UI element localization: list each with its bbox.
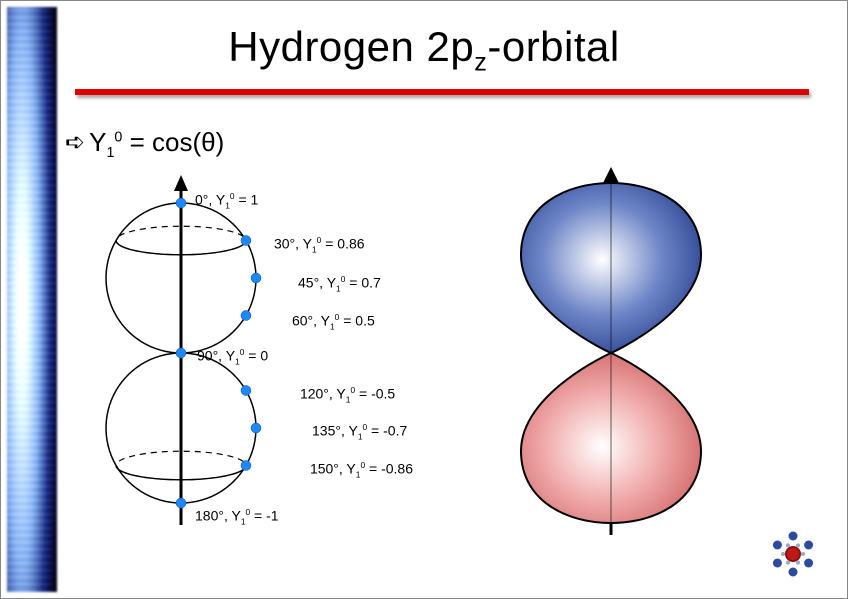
polar-sample-label: 0°, Y10 = 1: [195, 191, 258, 210]
side-stripe-texture: [7, 7, 57, 592]
slide-title: Hydrogen 2pz-orbital: [1, 23, 847, 77]
arrow-icon: ➪: [65, 128, 85, 157]
title-orbital-sub: z: [474, 48, 487, 76]
title-underline: [75, 89, 809, 95]
polar-sample-label: 120°, Y10 = -0.5: [300, 385, 395, 404]
polar-sample-label: 180°, Y10 = -1: [195, 507, 279, 526]
title-prefix: Hydrogen: [228, 23, 426, 70]
polar-sample-label: 45°, Y10 = 0.7: [298, 274, 381, 293]
polar-sample-label: 90°, Y10 = 0: [197, 347, 268, 366]
polar-sample-label: 60°, Y10 = 0.5: [292, 312, 375, 331]
equation-symbol: Y: [89, 127, 106, 157]
orbital-arrowhead-icon: [603, 167, 619, 183]
atom-logo-icon: [765, 530, 821, 578]
equation-sub: 1: [106, 145, 114, 161]
title-orbital: 2p: [427, 23, 475, 70]
polar-sample-label: 135°, Y10 = -0.7: [312, 422, 407, 441]
equation-rhs: = cos(θ): [122, 127, 224, 157]
orbital-svg: [481, 163, 741, 543]
orbital-3d: [481, 163, 741, 543]
title-suffix: -orbital: [487, 23, 619, 70]
polar-sample-label: 150°, Y10 = -0.86: [310, 460, 413, 479]
slide: Hydrogen 2pz-orbital ➪Y10 = cos(θ): [0, 0, 848, 599]
polar-sample-label: 30°, Y10 = 0.86: [274, 235, 365, 254]
spherical-harmonic-equation: ➪Y10 = cos(θ): [65, 127, 224, 161]
